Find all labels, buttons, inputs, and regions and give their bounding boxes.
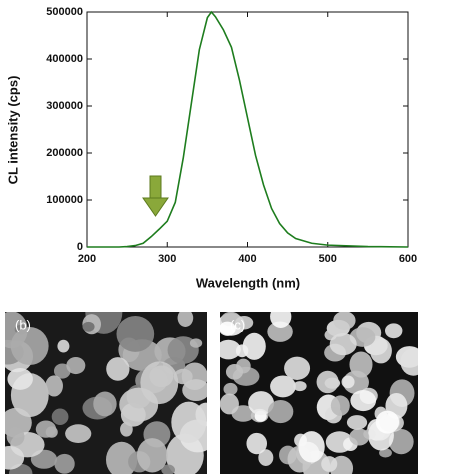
particle bbox=[82, 321, 95, 332]
arrow-annotation bbox=[142, 175, 169, 217]
particle bbox=[51, 408, 69, 425]
y-tick-label: 300000 bbox=[46, 100, 83, 112]
particle bbox=[284, 356, 311, 380]
particle bbox=[333, 312, 356, 330]
plot-frame bbox=[86, 11, 409, 248]
particle bbox=[235, 316, 254, 330]
particle bbox=[267, 321, 293, 342]
particle bbox=[136, 438, 168, 473]
y-tick-label: 400000 bbox=[46, 53, 83, 65]
particle bbox=[6, 427, 25, 447]
particle bbox=[346, 415, 368, 430]
particle bbox=[116, 316, 155, 352]
particle bbox=[189, 338, 203, 348]
particle bbox=[321, 456, 338, 472]
particle bbox=[223, 382, 238, 396]
particle bbox=[54, 453, 75, 474]
panel-label: (b) bbox=[15, 317, 31, 332]
particle bbox=[349, 428, 370, 446]
y-axis-label: CL intensity (cps) bbox=[5, 76, 20, 185]
y-tick-label: 100000 bbox=[46, 194, 83, 206]
particle bbox=[120, 421, 133, 437]
particle bbox=[220, 339, 241, 360]
particle bbox=[375, 410, 400, 434]
particle bbox=[93, 391, 117, 417]
x-axis-label: Wavelength (nm) bbox=[196, 275, 300, 290]
particle bbox=[235, 344, 249, 358]
particle bbox=[10, 327, 49, 366]
x-tick-label: 600 bbox=[399, 253, 417, 265]
particle bbox=[293, 381, 307, 392]
particle bbox=[220, 321, 236, 336]
particle bbox=[45, 375, 63, 397]
x-tick-label: 500 bbox=[319, 253, 337, 265]
particle bbox=[35, 420, 57, 438]
particle bbox=[267, 399, 294, 424]
x-tick-label: 200 bbox=[78, 253, 96, 265]
particle bbox=[53, 363, 71, 379]
particle bbox=[248, 391, 274, 416]
particle bbox=[182, 379, 207, 402]
particle bbox=[270, 312, 292, 328]
particle bbox=[5, 445, 25, 470]
particle bbox=[161, 464, 175, 474]
particle bbox=[385, 323, 403, 339]
spectrum-line bbox=[87, 10, 409, 248]
particle bbox=[341, 375, 355, 389]
particle bbox=[400, 348, 418, 376]
particle bbox=[246, 432, 268, 455]
particle bbox=[388, 429, 414, 455]
y-tick-label: 0 bbox=[77, 241, 83, 253]
particle bbox=[171, 401, 207, 443]
y-tick-label: 500000 bbox=[46, 6, 83, 18]
particle bbox=[242, 332, 266, 360]
y-tick-label: 200000 bbox=[46, 147, 83, 159]
particle bbox=[258, 449, 274, 466]
particle bbox=[298, 431, 325, 463]
particle bbox=[220, 393, 239, 415]
particle bbox=[225, 364, 244, 380]
particle bbox=[66, 357, 86, 375]
particle bbox=[173, 368, 193, 385]
panel-label: (c) bbox=[230, 317, 245, 332]
particle bbox=[349, 351, 373, 378]
particle bbox=[316, 370, 339, 394]
sem-image bbox=[220, 312, 418, 474]
particle bbox=[379, 448, 392, 458]
particle bbox=[7, 368, 33, 390]
particle bbox=[330, 395, 350, 416]
sem-image bbox=[5, 312, 207, 474]
particle bbox=[350, 390, 377, 412]
particle bbox=[270, 375, 296, 398]
particle bbox=[106, 357, 130, 381]
particle bbox=[65, 424, 92, 443]
particle bbox=[119, 387, 159, 422]
x-tick-label: 300 bbox=[158, 253, 176, 265]
particle bbox=[329, 333, 357, 356]
particle bbox=[177, 312, 194, 327]
x-tick-label: 400 bbox=[238, 253, 256, 265]
particle bbox=[369, 338, 392, 364]
particle bbox=[57, 339, 70, 353]
